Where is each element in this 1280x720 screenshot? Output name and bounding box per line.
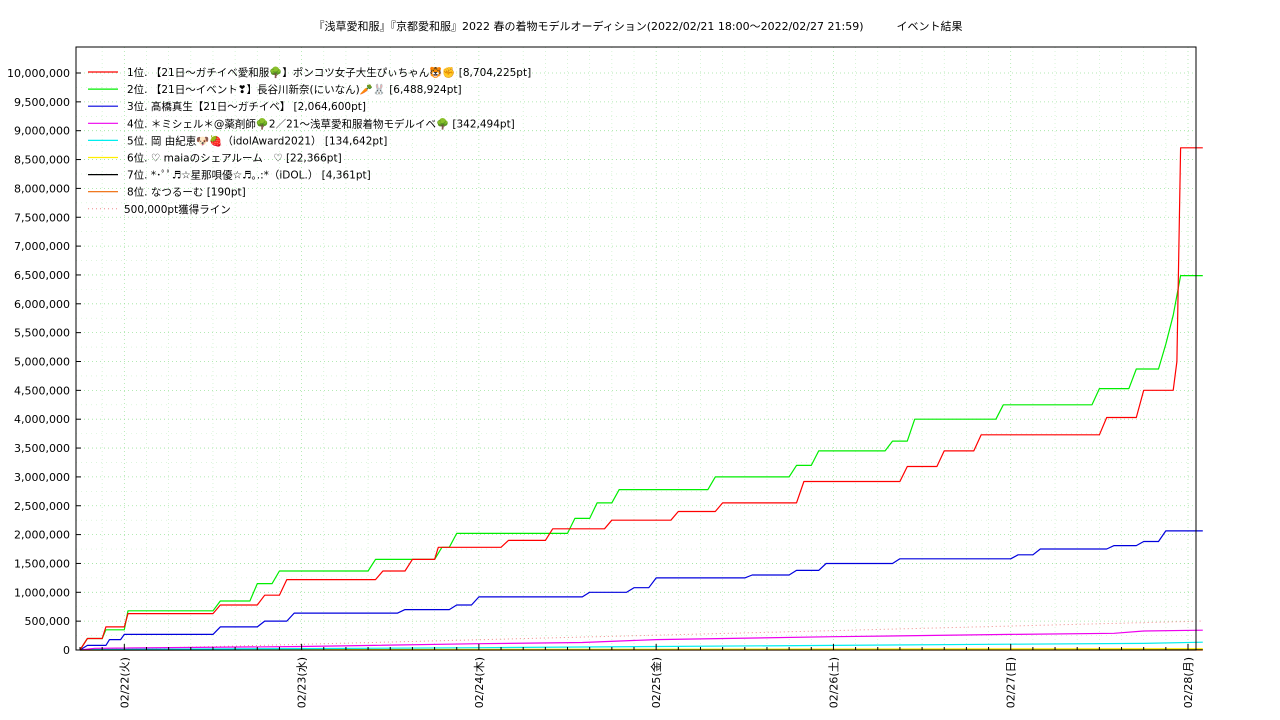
series-line <box>79 629 1203 651</box>
legend-entry: 7位. *･ﾟﾟ♬☆星那唄優☆♬｡.:*（iDOL.） [4,361pt] <box>127 169 371 182</box>
y-tick-label: 6,500,000 <box>14 269 70 282</box>
x-tick-label: 02/24(木) <box>473 657 486 708</box>
y-tick-label: 8,000,000 <box>14 182 70 195</box>
y-tick-label: 500,000 <box>25 615 71 628</box>
y-tick-label: 10,000,000 <box>7 67 70 80</box>
x-tick-label: 02/23(水) <box>296 657 309 708</box>
plot-frame <box>75 46 1197 651</box>
x-tick-label: 02/28(月) <box>1182 657 1195 708</box>
chart-title: 『浅草愛和服』『京都愛和服』2022 春の着物モデルオーディション(2022/0… <box>314 19 963 33</box>
legend: 1位. 【21日〜ガチイベ愛和服🌳】ポンコツ女子大生ぴぃちゃん🐯✊ [8,704… <box>88 66 531 216</box>
x-tick-label: 02/26(土) <box>827 657 840 708</box>
legend-entry: 8位. なつるーむ [190pt] <box>127 186 246 199</box>
y-tick-label: 2,000,000 <box>14 529 70 542</box>
legend-entry: 5位. 岡 由紀恵🐶🍓（idolAward2021） [134,642pt] <box>127 134 387 147</box>
x-tick-label: 02/25(金) <box>649 657 663 708</box>
legend-entry: 4位. ＊ミシェル＊@薬剤師🌳2／21〜浅草愛和服着物モデルイベ🌳 [342,4… <box>127 117 515 130</box>
y-tick-label: 1,000,000 <box>14 586 70 599</box>
grid <box>76 47 1196 650</box>
series-line <box>79 147 1203 651</box>
series-line <box>79 275 1203 651</box>
series-lines <box>79 147 1203 651</box>
y-tick-label: 8,500,000 <box>14 154 70 167</box>
y-tick-label: 9,500,000 <box>14 96 70 109</box>
y-tick-label: 5,500,000 <box>14 327 70 340</box>
y-tick-label: 4,000,000 <box>14 413 70 426</box>
axes: 0 500,000 1,000,000 1,500,000 2,000,000 2,500… <box>7 67 1195 708</box>
legend-entry: 2位. 【21日〜イベント❣】長谷川新奈(にいなん)🥕🐰 [6,488,924p… <box>127 83 462 96</box>
y-tick-label: 5,000,000 <box>14 356 70 369</box>
legend-entry: 6位. ♡ maiaのシェアルーム ♡ [22,366pt] <box>127 152 342 165</box>
y-tick-label: 7,500,000 <box>14 211 70 224</box>
y-tick-label: 3,500,000 <box>14 442 70 455</box>
series-line <box>79 530 1203 651</box>
y-tick-label: 6,000,000 <box>14 298 70 311</box>
y-tick-label: 7,000,000 <box>14 240 70 253</box>
y-tick-label: 0 <box>63 644 70 657</box>
y-tick-label: 2,500,000 <box>14 500 70 513</box>
y-tick-label: 9,000,000 <box>14 125 70 138</box>
legend-entry: 500,000pt獲得ライン <box>124 203 231 216</box>
legend-entry: 3位. 髙橋真生【21日〜ガチイベ】 [2,064,600pt] <box>127 100 366 113</box>
x-tick-label: 02/22(火) <box>118 657 131 708</box>
y-tick-label: 4,500,000 <box>14 384 70 397</box>
x-tick-label: 02/27(日) <box>1005 657 1018 708</box>
legend-entry: 1位. 【21日〜ガチイベ愛和服🌳】ポンコツ女子大生ぴぃちゃん🐯✊ [8,704… <box>127 66 531 79</box>
y-tick-label: 1,500,000 <box>14 557 70 570</box>
y-tick-label: 3,000,000 <box>14 471 70 484</box>
